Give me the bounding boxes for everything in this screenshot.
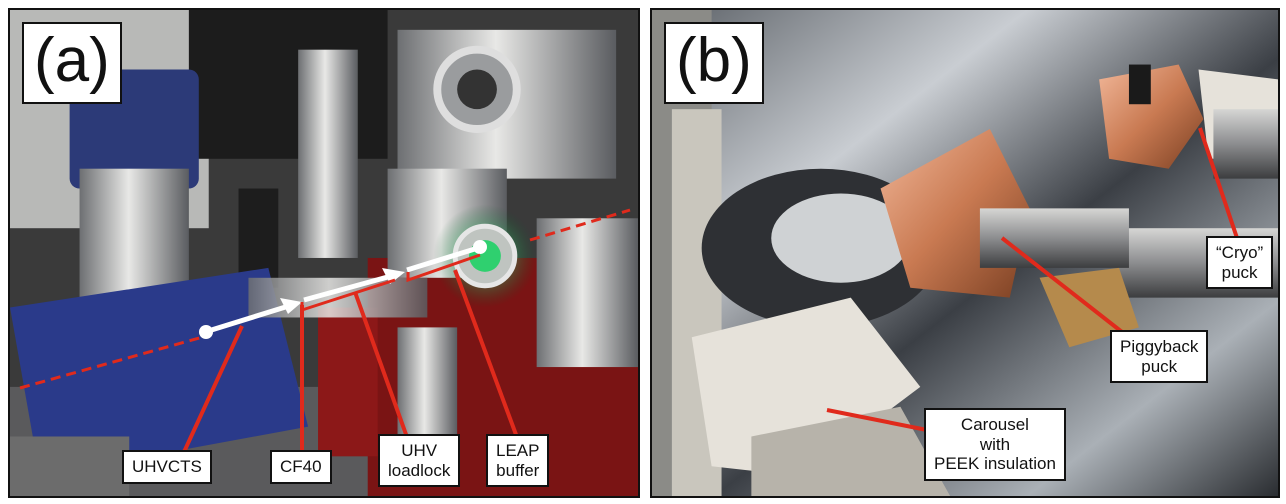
- callout-leap-buffer: LEAP buffer: [486, 434, 550, 488]
- panel-b-photo: (b) “Cryo” puck Piggyback puck Carousel …: [650, 8, 1280, 498]
- callout-cryo-puck: “Cryo” puck: [1206, 236, 1274, 290]
- panel-a-photo: (a) UHVCTS CF40 UHV loadlock LEAP buffer: [8, 8, 640, 498]
- callout-uhvcts: UHVCTS: [122, 450, 212, 484]
- panel-label-b: (b): [664, 22, 764, 104]
- callout-piggyback-puck: Piggyback puck: [1110, 330, 1209, 384]
- callout-carousel-peek: Carousel with PEEK insulation: [924, 408, 1066, 481]
- callout-uhv-loadlock: UHV loadlock: [378, 434, 461, 488]
- callout-cf40: CF40: [270, 450, 332, 484]
- panel-label-a: (a): [22, 22, 122, 104]
